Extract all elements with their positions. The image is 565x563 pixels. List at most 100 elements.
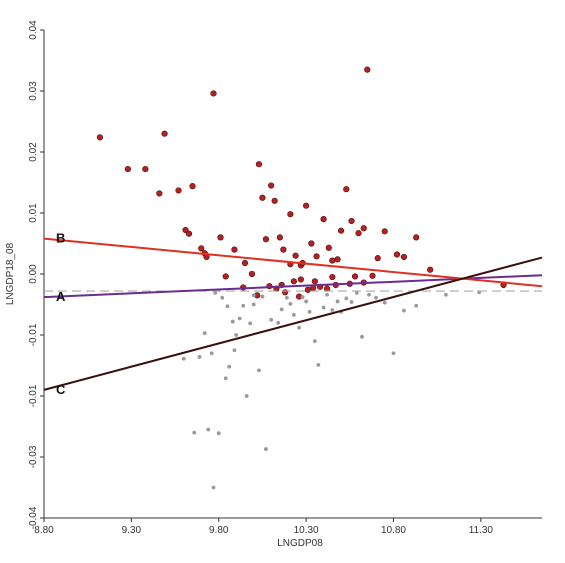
point-red — [280, 246, 287, 253]
point-red — [217, 234, 224, 241]
point-gray — [291, 312, 296, 317]
point-red — [351, 273, 359, 280]
point-red — [325, 244, 332, 251]
point-gray — [197, 355, 202, 359]
point-red — [124, 165, 131, 173]
point-red — [156, 190, 163, 197]
point-gray — [220, 295, 225, 300]
point-gray — [304, 299, 309, 304]
point-red — [241, 259, 249, 267]
point-gray — [367, 292, 371, 297]
point-red — [337, 227, 345, 234]
point-red — [287, 211, 294, 218]
point-red — [313, 253, 320, 260]
point-gray — [307, 309, 312, 314]
point-gray — [202, 331, 207, 336]
point-gray — [288, 301, 293, 306]
point-red — [161, 130, 168, 137]
point-gray — [284, 295, 289, 300]
point-red — [369, 272, 376, 279]
point-gray — [391, 351, 396, 356]
y-tick-label: -0.04 — [28, 506, 39, 529]
line-label-a: A — [56, 289, 66, 304]
point-gray — [237, 316, 242, 321]
point-gray — [321, 305, 326, 310]
point-gray — [360, 334, 364, 339]
point-red — [303, 202, 310, 209]
data-points — [96, 66, 507, 490]
point-red — [381, 228, 388, 235]
y-tick-label: -0.03 — [28, 445, 39, 468]
point-red — [364, 66, 371, 73]
point-red — [311, 278, 318, 285]
point-red — [268, 182, 275, 189]
point-red — [393, 251, 401, 258]
x-ticks: 8.80 9.30 9.80 10.30 10.80 11.30 — [34, 518, 493, 536]
y-tick-label: -0.01 — [28, 384, 39, 407]
point-gray — [349, 300, 354, 304]
point-red — [96, 134, 104, 141]
fit-line-c — [43, 256, 543, 391]
point-red — [329, 273, 336, 281]
point-gray — [211, 485, 216, 490]
point-gray — [382, 300, 387, 305]
point-gray — [209, 351, 214, 356]
point-red — [142, 165, 149, 173]
x-tick-label: 10.30 — [294, 525, 319, 536]
x-tick-label: 9.30 — [122, 525, 142, 536]
point-gray — [344, 296, 349, 301]
point-red — [248, 270, 256, 278]
point-red — [198, 245, 205, 252]
point-gray — [260, 294, 265, 299]
point-gray — [234, 333, 239, 337]
point-gray — [225, 304, 230, 309]
x-tick-label: 9.80 — [209, 525, 229, 536]
y-tick-label: -0.01 — [28, 323, 39, 346]
point-red — [427, 266, 434, 273]
point-red — [329, 257, 336, 264]
point-red — [413, 234, 420, 241]
line-label-b: B — [56, 231, 65, 246]
point-gray — [279, 307, 284, 312]
point-gray — [330, 308, 335, 312]
x-tick-label: 11.30 — [469, 525, 494, 536]
point-gray — [192, 430, 197, 435]
point-gray — [223, 376, 228, 381]
point-gray — [251, 302, 256, 307]
point-red — [374, 255, 381, 262]
point-gray — [257, 368, 261, 373]
point-red — [282, 289, 289, 296]
point-red — [360, 225, 367, 232]
point-gray — [206, 427, 211, 432]
point-gray — [276, 320, 281, 325]
point-gray — [232, 348, 237, 353]
point-red — [304, 286, 311, 293]
point-gray — [227, 364, 232, 369]
point-gray — [312, 339, 317, 343]
point-gray — [244, 394, 249, 398]
point-gray — [325, 292, 329, 297]
point-gray — [300, 295, 305, 300]
point-red — [210, 90, 217, 97]
point-red — [348, 217, 355, 225]
point-gray — [216, 431, 221, 436]
point-gray — [402, 308, 406, 313]
y-axis-title: LNGDP18_08 — [5, 242, 16, 305]
point-gray — [269, 317, 274, 322]
point-gray — [374, 295, 378, 300]
point-red — [290, 278, 297, 285]
point-red — [400, 253, 408, 261]
point-gray — [181, 356, 186, 361]
point-gray — [248, 321, 253, 326]
point-gray — [354, 291, 359, 295]
x-axis-title: LNGDP08 — [277, 538, 323, 549]
point-gray — [316, 362, 321, 367]
y-ticks: -0.04 -0.03 -0.01 -0.01 0.00 0.01 0.02 0.03 0.04 — [28, 20, 44, 529]
point-red — [343, 186, 350, 193]
fit-lines: A B C — [43, 231, 543, 397]
point-red — [271, 197, 278, 204]
point-gray — [213, 291, 218, 295]
point-red — [259, 194, 266, 201]
y-tick-label: 0.02 — [28, 142, 39, 162]
